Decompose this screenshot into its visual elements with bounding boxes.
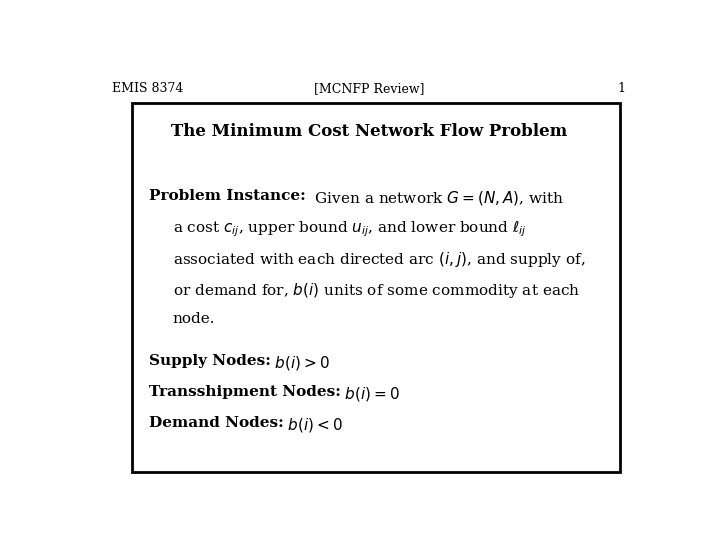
Text: The Minimum Cost Network Flow Problem: The Minimum Cost Network Flow Problem	[171, 123, 567, 140]
Text: Supply Nodes:: Supply Nodes:	[148, 354, 271, 368]
Text: EMIS 8374: EMIS 8374	[112, 82, 184, 95]
Text: or demand for, $b(i)$ units of some commodity at each: or demand for, $b(i)$ units of some comm…	[173, 281, 580, 300]
Text: a cost $c_{ij}$, upper bound $u_{ij}$, and lower bound $\ell_{ij}$: a cost $c_{ij}$, upper bound $u_{ij}$, a…	[173, 219, 526, 239]
Text: $b(i) = 0$: $b(i) = 0$	[341, 385, 400, 403]
Text: Transshipment Nodes:: Transshipment Nodes:	[148, 385, 341, 399]
Text: 1: 1	[618, 82, 626, 95]
Text: $b(i) > 0$: $b(i) > 0$	[271, 354, 330, 372]
Text: associated with each directed arc $(i, j)$, and supply of,: associated with each directed arc $(i, j…	[173, 251, 585, 270]
Text: Problem Instance:: Problem Instance:	[148, 189, 305, 203]
Text: node.: node.	[173, 312, 215, 326]
Text: Given a network $G = (N, A)$, with: Given a network $G = (N, A)$, with	[305, 189, 564, 207]
Text: Demand Nodes:: Demand Nodes:	[148, 416, 284, 430]
Text: $b(i) < 0$: $b(i) < 0$	[284, 416, 343, 434]
FancyBboxPatch shape	[132, 103, 620, 472]
Text: [MCNFP Review]: [MCNFP Review]	[314, 82, 424, 95]
